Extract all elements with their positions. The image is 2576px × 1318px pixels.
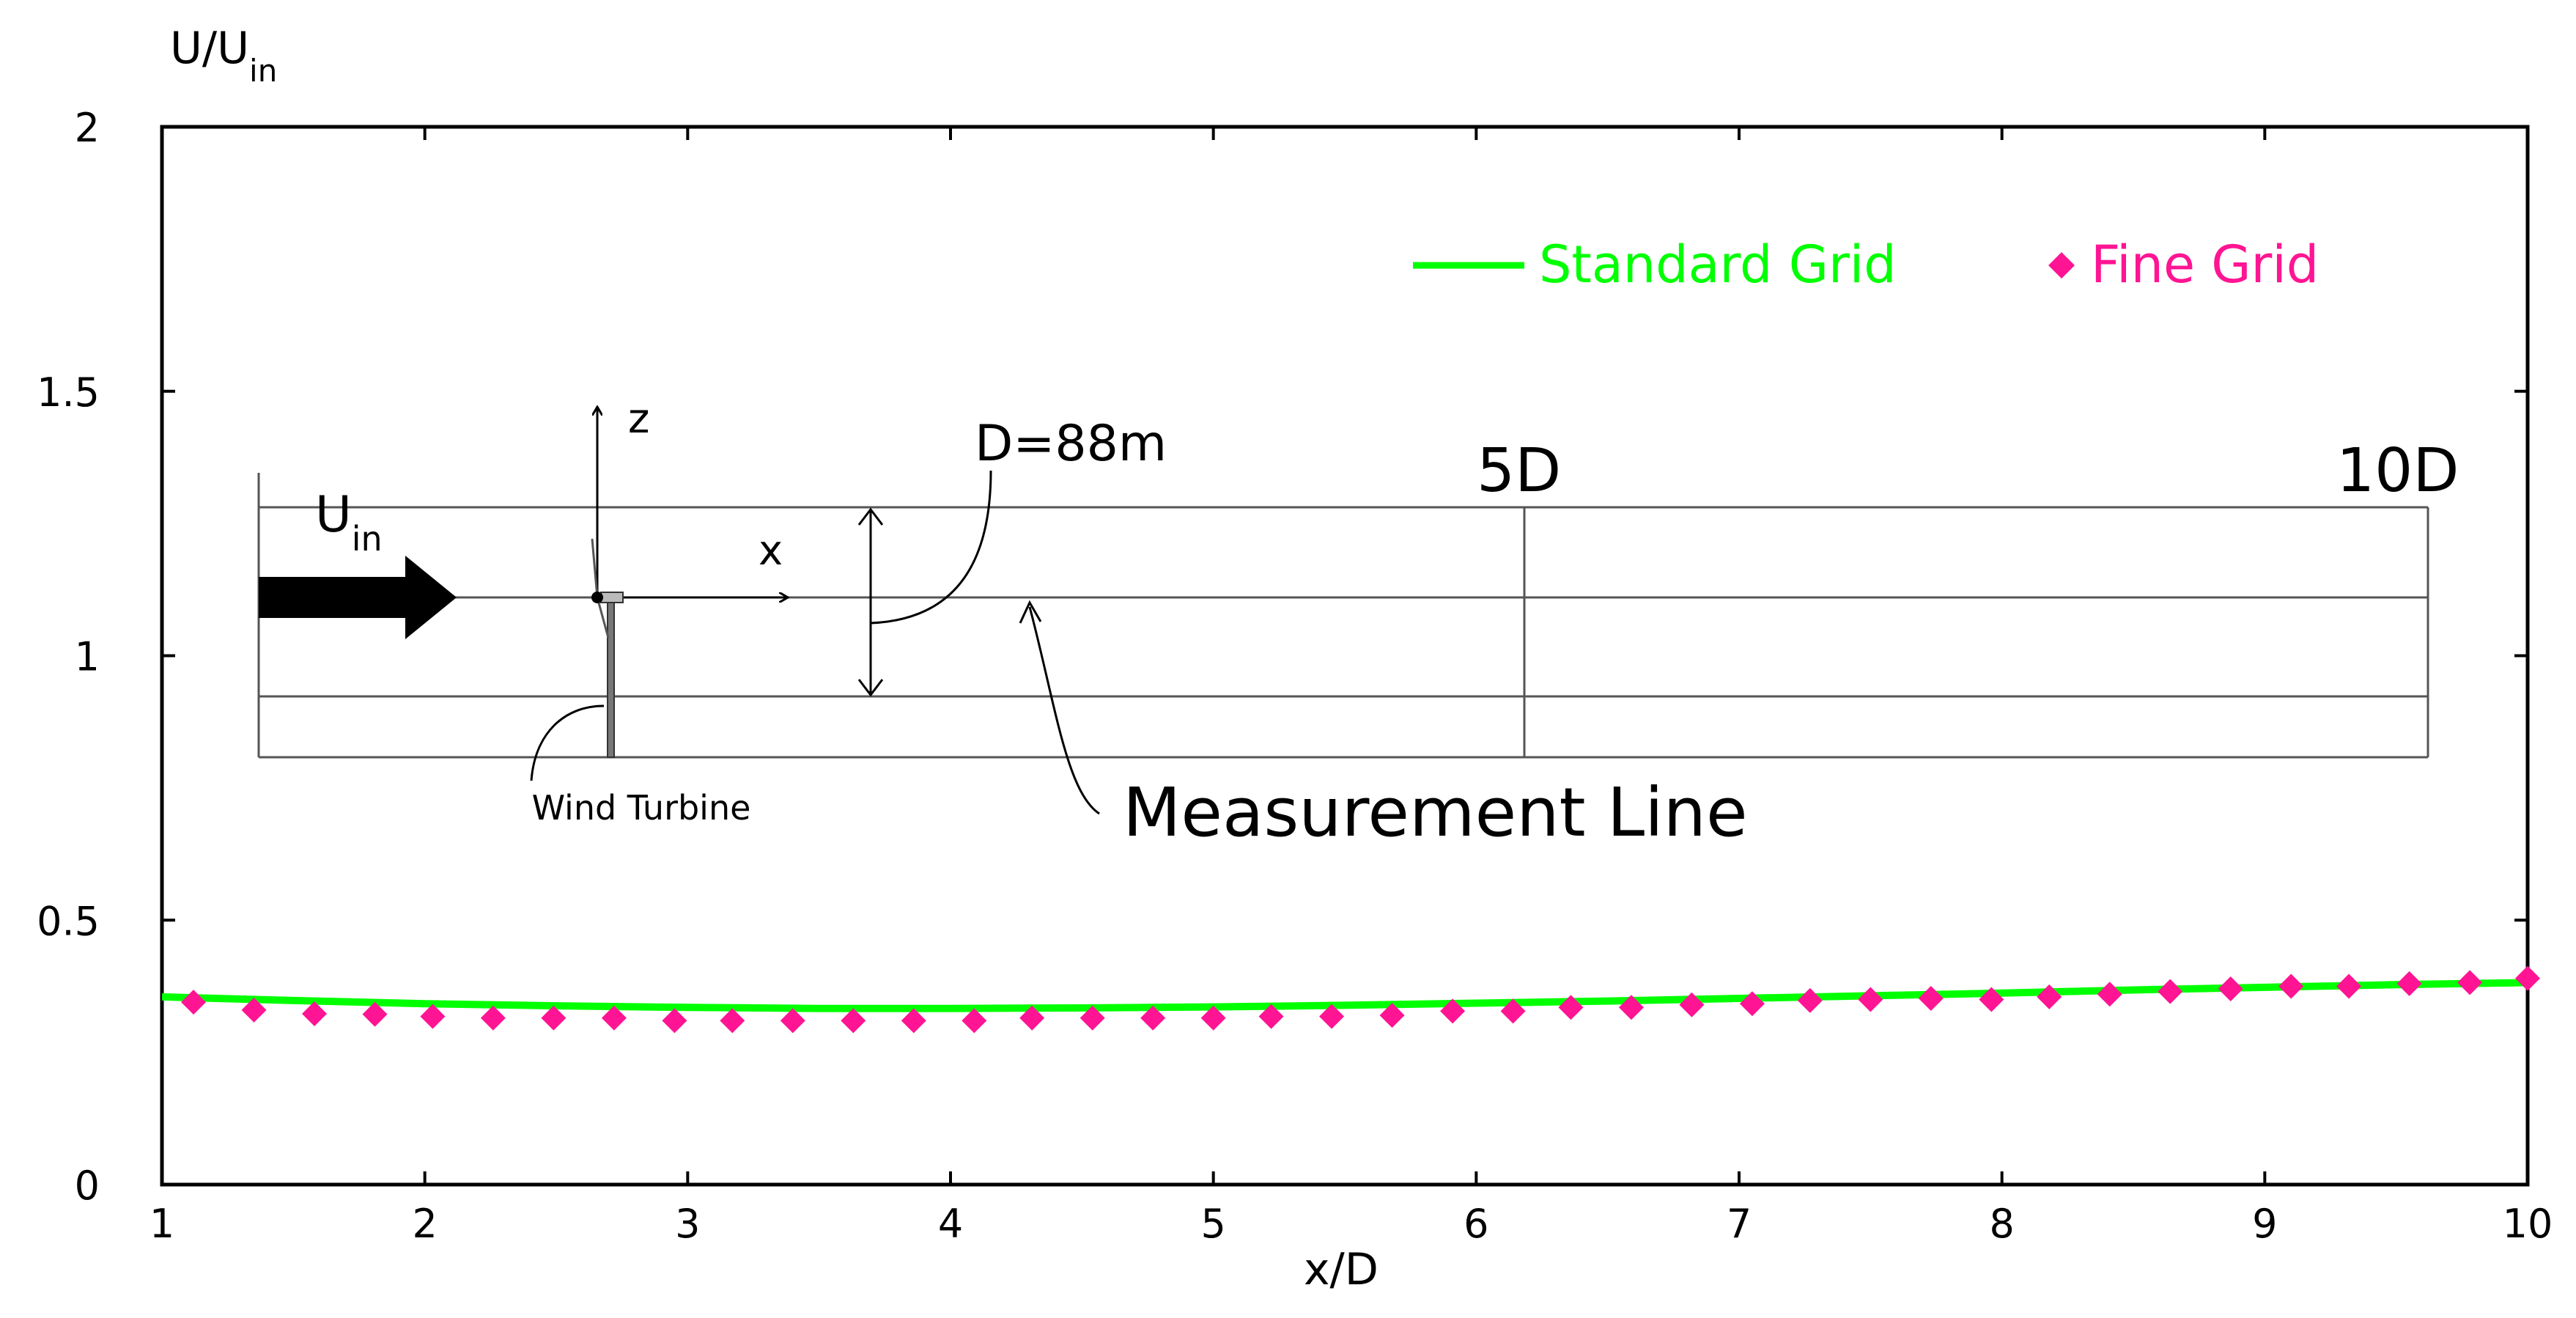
wind-turbine-icon <box>591 538 624 758</box>
legend-fine-grid-label: Fine Grid <box>2091 235 2319 295</box>
x-tick-label: 9 <box>2252 1201 2277 1247</box>
fine-grid-point <box>241 997 267 1023</box>
fine-grid-point <box>841 1008 866 1034</box>
x-tick-label: 6 <box>1464 1201 1488 1247</box>
x-tick-label: 10 <box>2503 1201 2553 1247</box>
fine-grid-point <box>780 1008 805 1034</box>
x-tick-label: 1 <box>150 1201 174 1247</box>
x-tick-label: 8 <box>1989 1201 2014 1247</box>
fine-grid-point <box>541 1005 567 1031</box>
fine-grid-point <box>2515 965 2540 991</box>
fine-grid-point <box>2396 971 2422 996</box>
fine-grid-point <box>1918 986 1944 1012</box>
fine-grid-point <box>1200 1005 1226 1031</box>
fine-grid-point <box>1440 998 1466 1024</box>
y-tick-label: 1 <box>75 634 100 680</box>
fine-grid-point <box>420 1004 446 1029</box>
x-axis-title: x/D <box>1304 1244 1379 1295</box>
measurement-label: Measurement Line <box>1123 773 1748 852</box>
measurement-pointer-head <box>1019 600 1042 624</box>
fine-grid-point <box>2336 973 2362 999</box>
fine-grid-point <box>1140 1005 1166 1031</box>
legend-fine-grid-marker <box>2048 252 2075 279</box>
y-tick-label: 0.5 <box>37 898 100 944</box>
x-tick-label: 7 <box>1727 1201 1752 1247</box>
x-tick-label: 4 <box>938 1201 963 1247</box>
schematic-diagram: Uin z x Wind Turbine D=88m 5D 10D Measur… <box>257 395 2459 852</box>
measurement-pointer <box>1028 606 1100 815</box>
fine-grid-point <box>2158 979 2183 1004</box>
fine-grid-point <box>2097 982 2122 1007</box>
fine-grid-point <box>302 1001 328 1026</box>
y-tick-label: 0 <box>75 1163 100 1209</box>
x-axis-ticks: 1 2 3 4 5 6 7 8 9 10 <box>150 127 2553 1247</box>
y-axis-title: U/Uin <box>170 23 277 89</box>
y-tick-label: 2 <box>75 105 100 151</box>
y-tick-label: 1.5 <box>37 369 100 416</box>
x-tick-label: 5 <box>1200 1201 1225 1247</box>
fine-grid-point <box>601 1005 627 1031</box>
diameter-arrow-top <box>857 507 884 526</box>
fine-grid-point <box>1379 1003 1405 1028</box>
diameter-arrow-bottom <box>857 679 884 697</box>
x-tick-label: 3 <box>675 1201 700 1247</box>
10d-label: 10D <box>2336 436 2459 506</box>
fine-grid-point <box>480 1005 506 1031</box>
fine-grid-point <box>1500 998 1526 1024</box>
z-axis-label: z <box>628 395 649 443</box>
fine-grid-point <box>2278 973 2304 999</box>
fine-grid-point <box>1319 1004 1345 1029</box>
legend-standard-grid-label: Standard Grid <box>1539 235 1897 295</box>
fine-grid-point <box>2218 976 2243 1002</box>
fine-grid-point <box>720 1008 745 1034</box>
fine-grid-point <box>1080 1005 1105 1031</box>
fine-grid-point <box>962 1008 987 1034</box>
fine-grid-point <box>1618 995 1644 1020</box>
fine-grid-point <box>362 1001 388 1027</box>
x-axis-label: x <box>759 527 783 575</box>
fine-grid-point <box>181 990 207 1015</box>
y-axis-ticks: 0 0.5 1 1.5 2 <box>37 105 2528 1209</box>
fine-grid-point <box>1797 987 1823 1013</box>
fine-grid-point <box>2457 970 2483 995</box>
x-tick-label: 2 <box>412 1201 437 1247</box>
fine-grid-point <box>901 1008 926 1034</box>
legend: Standard Grid Fine Grid <box>1413 235 2319 295</box>
fine-grid-point <box>1019 1005 1045 1031</box>
fine-grid-point <box>1858 987 1883 1012</box>
fine-grid-point <box>1558 995 1584 1020</box>
inflow-label: Uin <box>315 486 383 559</box>
inflow-arrow <box>259 556 457 639</box>
standard-grid-line <box>161 979 2528 1012</box>
fine-grid-point <box>662 1008 687 1034</box>
diameter-pointer <box>870 470 992 625</box>
fine-grid-point <box>2037 984 2062 1009</box>
fine-grid-point <box>1979 987 2004 1012</box>
5d-label: 5D <box>1477 436 1561 506</box>
fine-grid-point <box>1679 992 1705 1017</box>
fine-grid-point <box>1739 991 1765 1017</box>
fine-grid-markers <box>181 965 2540 1034</box>
diameter-label: D=88m <box>975 415 1167 473</box>
fine-grid-point <box>1258 1004 1284 1029</box>
turbine-label: Wind Turbine <box>532 788 751 828</box>
turbine-pointer <box>530 704 605 781</box>
